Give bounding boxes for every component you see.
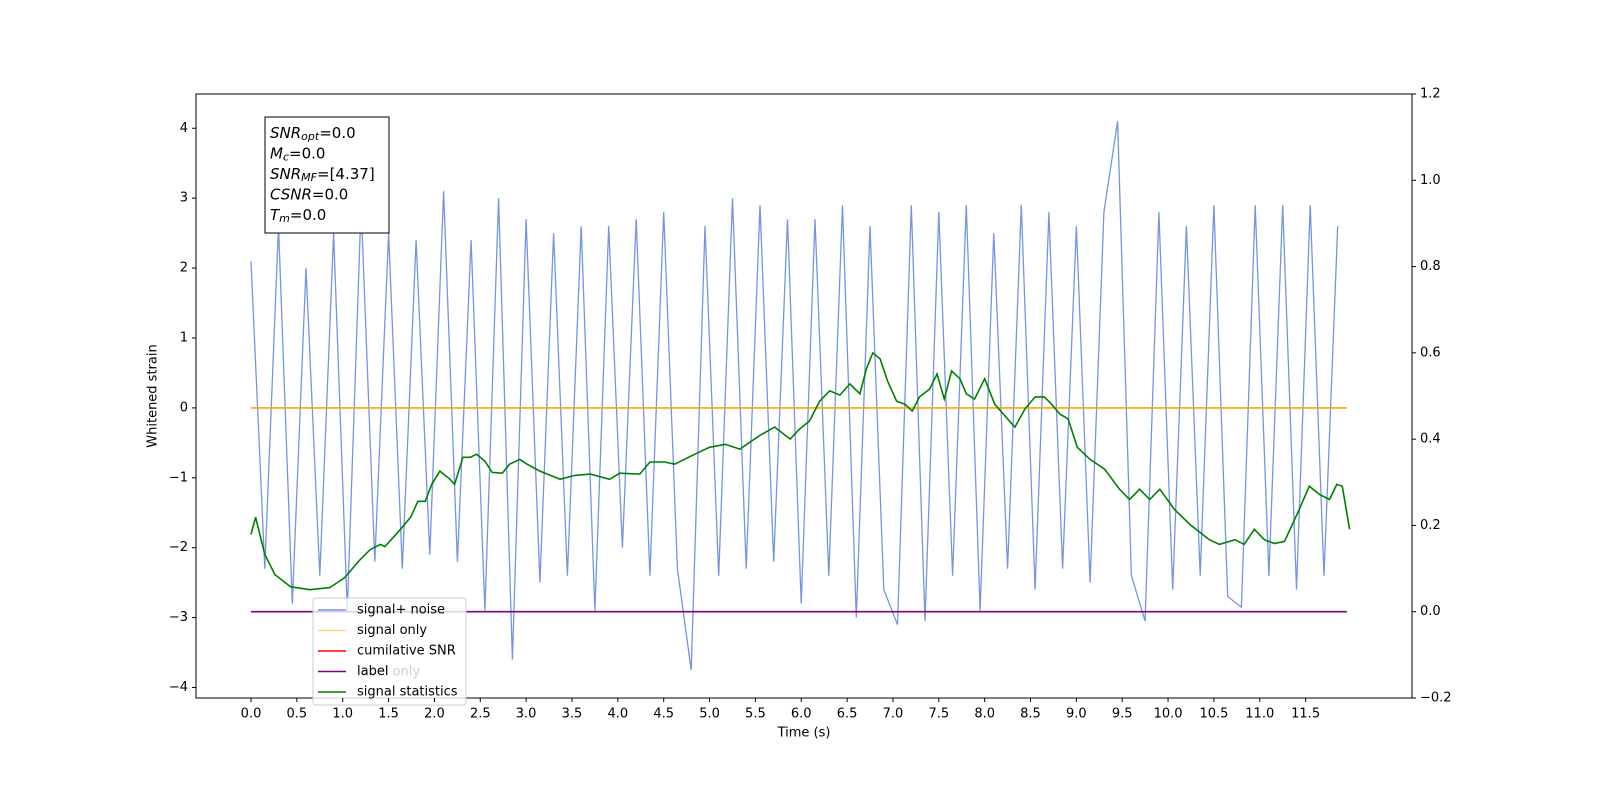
info-part: c: [283, 151, 289, 164]
series-line: [250, 351, 1351, 591]
info-part: =0.0: [319, 124, 355, 142]
info-line: CSNR=0.0: [270, 185, 348, 203]
series-line: [250, 121, 1339, 671]
x-axis-label: Time (s): [777, 726, 831, 741]
y2-tick-label: 1.0: [1420, 173, 1441, 188]
x-tick-label: 10.0: [1154, 707, 1183, 722]
y-tick-label: −1: [169, 470, 188, 485]
x-tick-label: 7.0: [883, 707, 904, 722]
y-tick-label: 0: [180, 400, 188, 415]
x-tick-label: 3.0: [516, 707, 537, 722]
info-part: m: [279, 212, 290, 225]
x-tick-label: 5.5: [745, 707, 766, 722]
info-part: T: [270, 206, 281, 224]
y-tick-label: 4: [180, 121, 188, 136]
legend-label: label: [357, 664, 388, 679]
info-part: =[4.37]: [317, 165, 375, 183]
info-part: opt: [301, 130, 320, 143]
x-tick-label: 4.5: [653, 707, 674, 722]
x-tick-label: 9.5: [1112, 707, 1133, 722]
x-tick-label: 4.0: [607, 707, 628, 722]
info-line: SNRMF=[4.37]: [270, 165, 375, 185]
y2-tick-label: 1.2: [1420, 87, 1441, 102]
x-tick-label: 8.0: [974, 707, 995, 722]
info-part: SNR: [270, 124, 301, 142]
legend-label: signal statistics: [357, 685, 458, 700]
y2-tick-label: 0.8: [1420, 259, 1441, 274]
y2-tick-label: 0.4: [1420, 432, 1441, 447]
x-tick-label: 1.5: [378, 707, 399, 722]
y2-tick-label: 0.0: [1420, 604, 1441, 619]
info-line: Mc=0.0: [270, 144, 325, 164]
y-tick-label: −2: [169, 540, 188, 555]
x-tick-label: 2.0: [424, 707, 445, 722]
y2-tick-label: 0.6: [1420, 345, 1441, 360]
info-box: [264, 116, 390, 234]
x-tick-label: 7.5: [928, 707, 949, 722]
x-tick-label: 11.5: [1291, 707, 1320, 722]
x-tick-label: 6.5: [837, 707, 858, 722]
y-axis-label: Whitened strain: [146, 344, 161, 447]
x-tick-label: 9.0: [1066, 707, 1087, 722]
legend-label: signal+ noise: [357, 603, 445, 618]
x-tick-label: 11.0: [1245, 707, 1274, 722]
info-part: =0.0: [312, 185, 348, 203]
x-tick-label: 8.5: [1020, 707, 1041, 722]
info-part: M: [270, 144, 283, 162]
y-tick-label: 1: [180, 330, 188, 345]
marks: [250, 121, 1351, 671]
y2-tick-label: 0.2: [1420, 518, 1441, 533]
info-line: Tm=0.0: [270, 206, 326, 226]
y2-tick-label: −0.2: [1420, 691, 1452, 706]
legend-label: signal only: [357, 623, 427, 638]
y-tick-label: −4: [169, 680, 188, 695]
x-tick-label: 0.0: [241, 707, 262, 722]
legend-box: [312, 597, 467, 706]
info-part: SNR: [270, 165, 301, 183]
y-tick-label: −3: [169, 610, 188, 625]
y-tick-label: 2: [180, 261, 188, 276]
info-part: CSNR: [270, 185, 312, 203]
x-tick-label: 1.0: [332, 707, 353, 722]
y-tick-label: 3: [180, 191, 188, 206]
x-tick-label: 3.5: [562, 707, 583, 722]
x-tick-label: 6.0: [791, 707, 812, 722]
x-tick-label: 10.5: [1199, 707, 1228, 722]
info-part: =0.0: [289, 144, 325, 162]
x-tick-label: 0.5: [287, 707, 308, 722]
plot-frame: [195, 93, 1413, 699]
x-tick-label: 2.5: [470, 707, 491, 722]
x-tick-label: 5.0: [699, 707, 720, 722]
info-line: SNRopt=0.0: [270, 124, 356, 144]
info-part: =0.0: [290, 206, 326, 224]
info-part: MF: [301, 171, 317, 184]
legend-label: cumilative SNR: [357, 644, 456, 659]
